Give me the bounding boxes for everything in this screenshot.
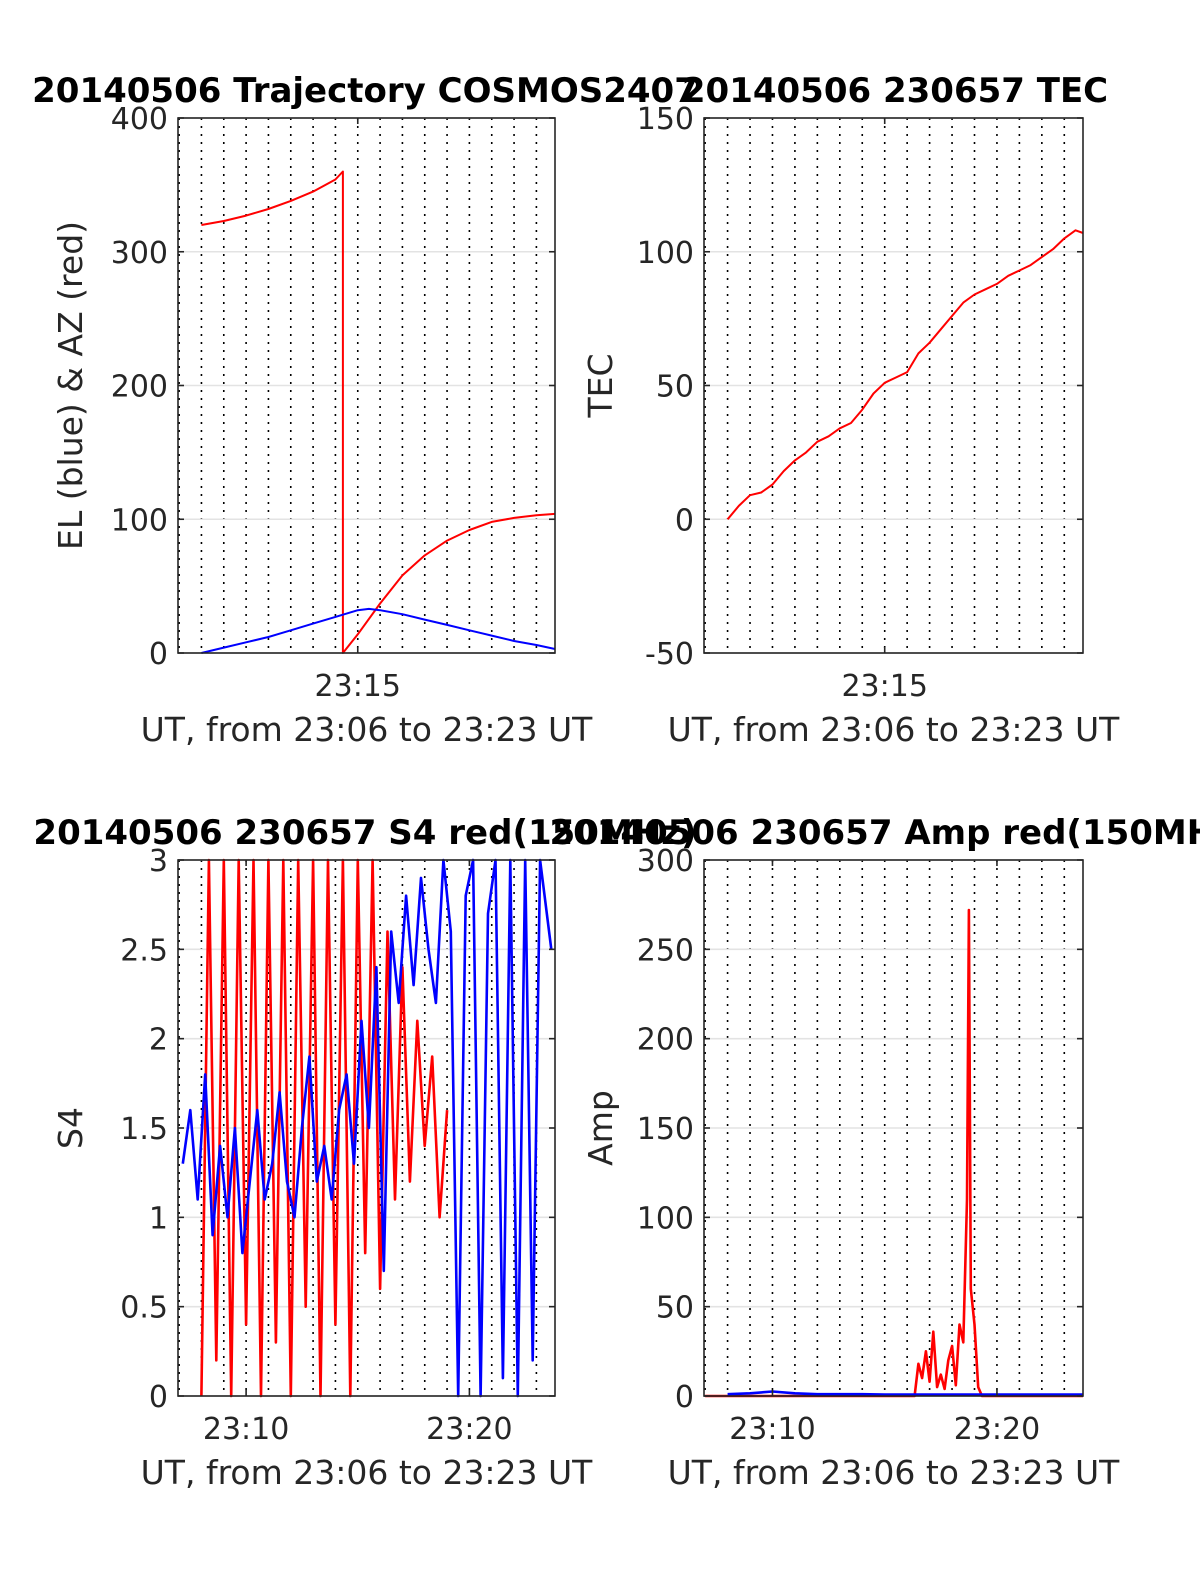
tick-layer: 0 100 200 300 400 23:15 (111, 102, 555, 704)
series-layer (181, 858, 553, 1398)
series-line-1 (727, 1390, 1083, 1396)
x-tick-label: 23:10 (729, 1412, 815, 1447)
y-tick-label: 0 (675, 503, 694, 538)
tick-layer: -50 0 50 100 150 23:15 (637, 102, 1083, 704)
x-tick-label: 23:20 (954, 1412, 1040, 1447)
tec-panel: -50 0 50 100 150 23:15 20140506 230657 TEC UT… (581, 71, 1120, 749)
y-tick-label: 0 (675, 1380, 694, 1415)
y-tick-label: 100 (637, 1201, 694, 1236)
series-layer (726, 229, 1084, 520)
series-line-0 (705, 908, 1083, 1398)
y-axis-label: S4 (51, 1107, 90, 1149)
y-tick-label: 300 (637, 844, 694, 879)
x-tick-label: 23:20 (426, 1412, 512, 1447)
x-tick-label: 23:15 (315, 669, 401, 704)
y-axis-label: TEC (581, 353, 620, 418)
y-tick-label: 150 (637, 1112, 694, 1147)
series-layer (201, 170, 556, 654)
y-tick-label: 50 (656, 1291, 694, 1326)
y-axis-label: Amp (581, 1090, 620, 1166)
y-tick-label: 0.5 (120, 1291, 168, 1326)
y-axis-label: EL (blue) & AZ (red) (51, 221, 90, 550)
chart-title: 20140506 230657 TEC (682, 71, 1108, 111)
series-line-1 (181, 858, 553, 1398)
amp-panel: 0 50 100 150 200 250 300 23:10 23:20 20140506 23… (549, 813, 1200, 1492)
y-tick-label: 1.5 (120, 1112, 168, 1147)
grid (704, 859, 1083, 1397)
chart-title: 20140506 230657 Amp red(150MHz) (549, 813, 1200, 853)
y-tick-label: 50 (656, 370, 694, 405)
x-tick-label: 23:15 (841, 669, 927, 704)
s4-panel: 0 0.5 1 1.5 2 2.5 3 23:10 23:20 20140506 230657 … (33, 813, 696, 1492)
y-tick-label: 200 (637, 1023, 694, 1058)
x-axis-label: UT, from 23:06 to 23:23 UT (668, 1453, 1121, 1492)
y-tick-label: 100 (111, 503, 168, 538)
y-tick-label: 3 (149, 844, 168, 879)
y-tick-label: 250 (637, 933, 694, 968)
x-tick-label: 23:10 (203, 1412, 289, 1447)
series-line-0 (726, 229, 1084, 520)
y-tick-label: 2 (149, 1023, 168, 1058)
x-axis-label: UT, from 23:06 to 23:23 UT (141, 1453, 594, 1492)
x-axis-label: UT, from 23:06 to 23:23 UT (668, 710, 1121, 749)
trajectory-panel: 0 100 200 300 400 23:15 20140506 Trajectory C… (32, 71, 698, 749)
series-line-1 (201, 607, 556, 654)
tick-layer: 0 0.5 1 1.5 2 2.5 3 23:10 23:20 (120, 844, 555, 1447)
y-tick-label: 2.5 (120, 933, 168, 968)
y-tick-label: 150 (637, 102, 694, 137)
series-line-0 (200, 858, 449, 1398)
y-tick-label: 0 (149, 637, 168, 672)
y-tick-label: 1 (149, 1201, 168, 1236)
y-tick-label: 100 (637, 236, 694, 271)
y-tick-label: -50 (645, 637, 694, 672)
tick-layer: 0 50 100 150 200 250 300 23:10 23:20 (637, 844, 1083, 1447)
chart-title: 20140506 Trajectory COSMOS2407 (32, 71, 698, 111)
grid (704, 117, 1083, 654)
y-tick-label: 400 (111, 102, 168, 137)
series-layer (705, 908, 1083, 1398)
y-tick-label: 0 (149, 1380, 168, 1415)
chart-title: 20140506 230657 S4 red(150MHz) (33, 813, 696, 853)
series-line-0 (201, 170, 556, 654)
y-tick-label: 300 (111, 236, 168, 271)
x-axis-label: UT, from 23:06 to 23:23 UT (141, 710, 594, 749)
y-tick-label: 200 (111, 370, 168, 405)
